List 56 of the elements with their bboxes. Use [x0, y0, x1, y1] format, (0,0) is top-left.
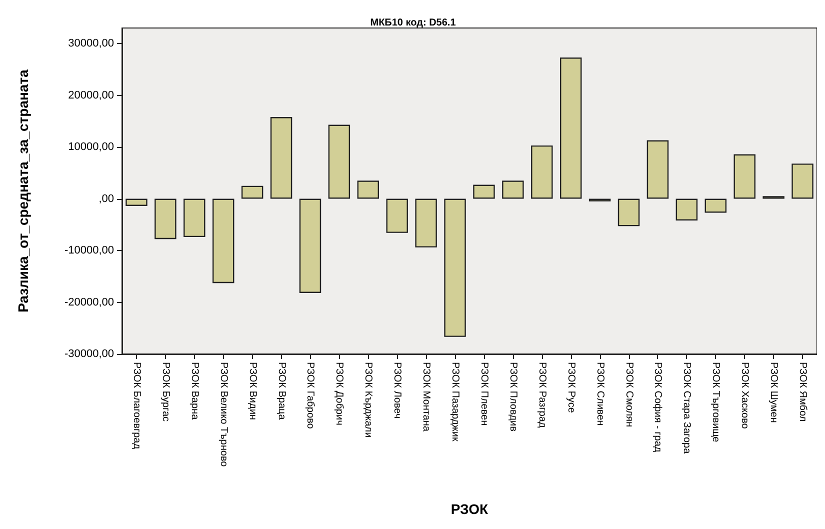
bar [646, 140, 669, 199]
y-tick-label: 30000,00 [68, 38, 114, 50]
y-tick-label: -20000,00 [64, 296, 114, 308]
bar [270, 117, 292, 199]
bar [184, 198, 206, 238]
bar [357, 180, 380, 199]
x-tick-label: РЗОК Хасково [739, 362, 750, 430]
x-tick-label: РЗОК Шумен [768, 362, 780, 423]
x-tick-label: РЗОК Плевен [478, 362, 490, 426]
bar [531, 145, 553, 199]
bar [415, 198, 437, 248]
bar [241, 186, 264, 199]
bar [502, 180, 524, 199]
x-tick-label: РЗОК Благоевград [130, 362, 142, 450]
bar [618, 198, 640, 226]
x-tick-label: РЗОК Бургас [160, 362, 171, 422]
x-tick-label: РЗОК Габрово [304, 362, 316, 430]
x-tick-label: РЗОК Пазарджик [450, 362, 461, 442]
x-tick-label: РЗОК Стара Загора [681, 362, 692, 454]
x-tick-label: РЗОК Добрич [334, 362, 345, 426]
x-tick-label: РЗОК Русе [565, 362, 576, 414]
bar [212, 198, 234, 284]
x-tick-label: РЗОК Ямбол [797, 362, 808, 422]
x-axis-title: РЗОК [450, 501, 489, 517]
x-tick-label: РЗОК Сливен [594, 362, 606, 426]
x-tick-label: РЗОК Ловеч [392, 362, 403, 419]
bar [676, 198, 698, 220]
bar [154, 198, 176, 240]
chart-title: МКБ10 код: D56.1 [370, 18, 456, 28]
x-tick-label: РЗОК Варна [188, 362, 200, 420]
bar [444, 198, 466, 337]
x-tick-label: РЗОК Пловдив [507, 362, 518, 432]
y-tick-label: -10000,00 [64, 244, 114, 257]
y-tick-label: ,00 [98, 192, 114, 205]
y-tick-label: -30000,00 [64, 348, 114, 360]
x-tick-label: РЗОК Кърджали [362, 362, 374, 438]
y-tick-label: 10000,00 [68, 141, 114, 154]
bar [734, 154, 756, 199]
x-tick-label: РЗОК Търговище [710, 362, 722, 443]
bar [560, 57, 582, 199]
bar [792, 164, 814, 199]
bar [126, 198, 148, 206]
y-tick-label: 20000,00 [68, 89, 114, 102]
x-tick-label: РЗОК Враца [276, 362, 287, 420]
y-axis-title: Разлика_от_средната_за_страната [15, 69, 31, 312]
bar [473, 184, 495, 199]
x-tick-label: РЗОК София - град [652, 362, 664, 452]
x-tick-label: РЗОК Видин [246, 362, 258, 420]
bar [299, 198, 322, 293]
x-tick-label: РЗОК Разград [536, 362, 548, 428]
x-tick-label: РЗОК Монтана [420, 362, 432, 432]
bar [386, 198, 408, 233]
x-tick-label: РЗОК Велико Търново [218, 362, 229, 468]
bar [328, 124, 350, 199]
bar [704, 198, 727, 213]
x-tick-label: РЗОК Смолян [623, 362, 634, 427]
